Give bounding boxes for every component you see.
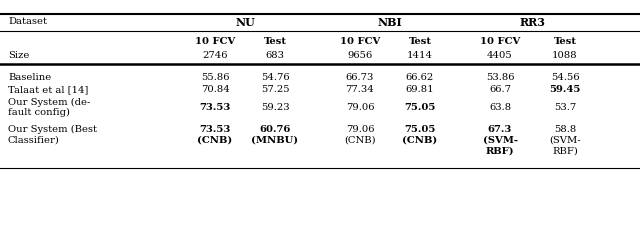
Text: 73.53: 73.53 — [199, 125, 230, 134]
Text: 10 FCV: 10 FCV — [195, 38, 235, 46]
Text: 10 FCV: 10 FCV — [480, 38, 520, 46]
Text: 54.76: 54.76 — [260, 72, 289, 81]
Text: NU: NU — [235, 17, 255, 28]
Text: 10 FCV: 10 FCV — [340, 38, 380, 46]
Text: 53.7: 53.7 — [554, 102, 576, 111]
Text: Baseline: Baseline — [8, 72, 51, 81]
Text: (CNB): (CNB) — [403, 135, 438, 144]
Text: 66.7: 66.7 — [489, 85, 511, 94]
Text: 73.53: 73.53 — [199, 102, 230, 111]
Text: NBI: NBI — [378, 17, 403, 28]
Text: 57.25: 57.25 — [260, 85, 289, 94]
Text: RBF): RBF) — [552, 147, 578, 156]
Text: 66.73: 66.73 — [346, 72, 374, 81]
Text: Test: Test — [554, 38, 577, 46]
Text: Our System (de-: Our System (de- — [8, 97, 90, 107]
Text: RBF): RBF) — [486, 147, 515, 156]
Text: (SVM-: (SVM- — [549, 135, 581, 144]
Text: 63.8: 63.8 — [489, 102, 511, 111]
Text: 9656: 9656 — [348, 51, 372, 59]
Text: Size: Size — [8, 51, 29, 59]
Text: Test: Test — [264, 38, 287, 46]
Text: 75.05: 75.05 — [404, 125, 436, 134]
Text: (CNB): (CNB) — [344, 135, 376, 144]
Text: 67.3: 67.3 — [488, 125, 512, 134]
Text: 60.76: 60.76 — [259, 125, 291, 134]
Text: 59.23: 59.23 — [260, 102, 289, 111]
Text: 59.45: 59.45 — [549, 85, 580, 94]
Text: Dataset: Dataset — [8, 17, 47, 26]
Text: RR3: RR3 — [520, 17, 545, 28]
Text: Our System (Best: Our System (Best — [8, 124, 97, 134]
Text: 79.06: 79.06 — [346, 125, 374, 134]
Text: Classifier): Classifier) — [8, 135, 60, 144]
Text: 70.84: 70.84 — [200, 85, 229, 94]
Text: 75.05: 75.05 — [404, 102, 436, 111]
Text: (CNB): (CNB) — [197, 135, 232, 144]
Text: 4405: 4405 — [487, 51, 513, 59]
Text: fault config): fault config) — [8, 107, 70, 117]
Text: 58.8: 58.8 — [554, 125, 576, 134]
Text: Talaat et al [14]: Talaat et al [14] — [8, 85, 88, 94]
Text: 69.81: 69.81 — [406, 85, 435, 94]
Text: (SVM-: (SVM- — [483, 135, 518, 144]
Text: 66.62: 66.62 — [406, 72, 434, 81]
Text: Test: Test — [408, 38, 431, 46]
Text: 683: 683 — [266, 51, 285, 59]
Text: 2746: 2746 — [202, 51, 228, 59]
Text: (MNBU): (MNBU) — [252, 135, 299, 144]
Text: 1414: 1414 — [407, 51, 433, 59]
Text: 54.56: 54.56 — [550, 72, 579, 81]
Text: 79.06: 79.06 — [346, 102, 374, 111]
Text: 55.86: 55.86 — [201, 72, 229, 81]
Text: 77.34: 77.34 — [346, 85, 374, 94]
Text: 53.86: 53.86 — [486, 72, 515, 81]
Text: 1088: 1088 — [552, 51, 578, 59]
